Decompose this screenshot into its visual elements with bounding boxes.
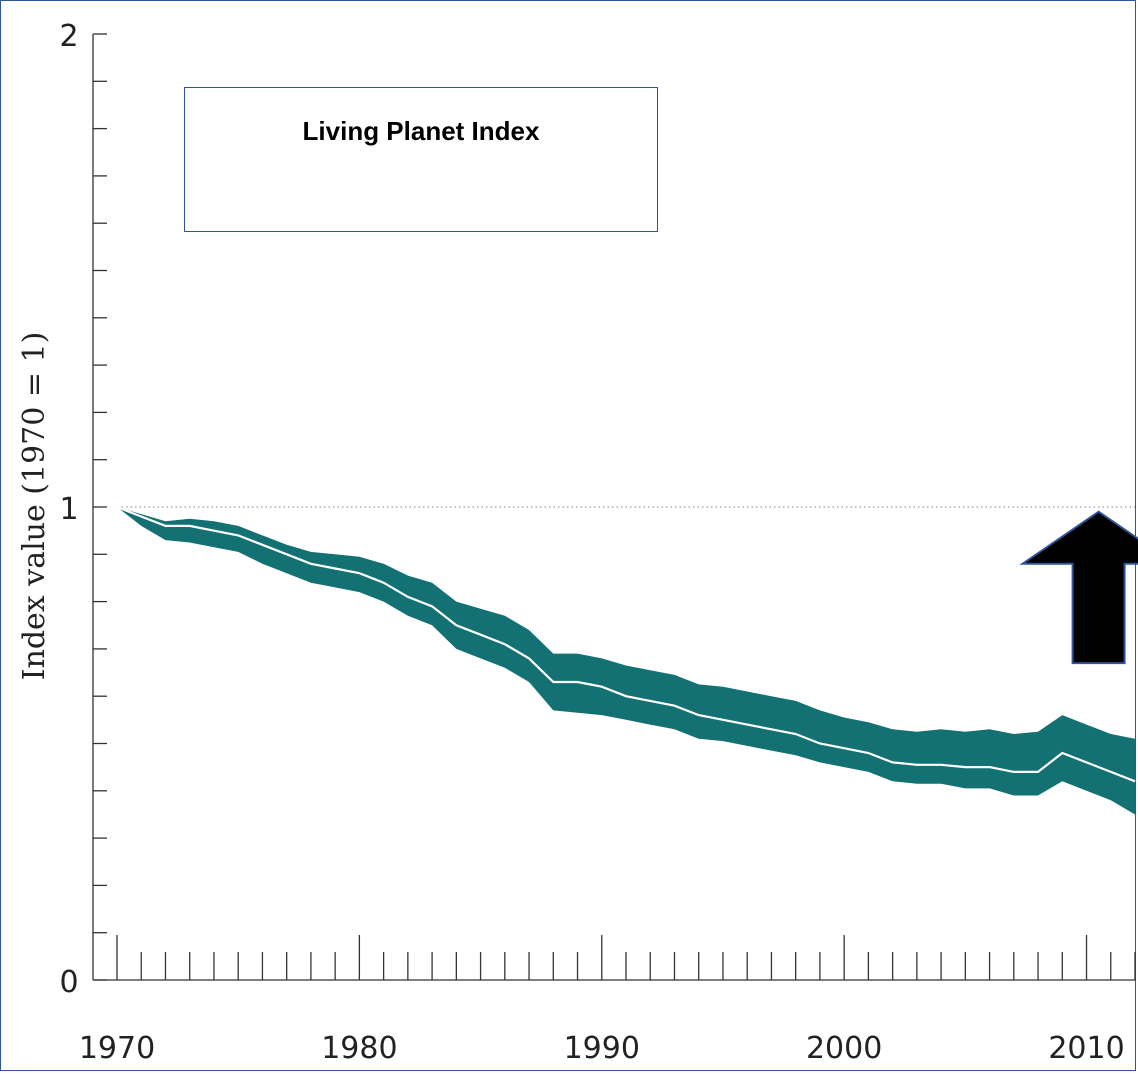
x-tick-label: 1970 — [79, 1031, 155, 1066]
y-tick-label: 1 — [59, 492, 78, 527]
y-axis-label: Index value (1970 = 1) — [17, 332, 52, 681]
x-tick-label: 2000 — [806, 1031, 882, 1066]
x-axis: 1970 1980 1990 2000 2010 — [79, 935, 1136, 1066]
legend-box: Living Planet Index — [184, 87, 658, 232]
up-arrow — [1019, 510, 1138, 665]
y-tick-label: 2 — [59, 19, 78, 54]
x-tick-label: 2010 — [1048, 1031, 1124, 1066]
confidence-band — [117, 507, 1135, 815]
x-tick-label: 1980 — [321, 1031, 397, 1066]
legend-title: Living Planet Index — [302, 116, 540, 146]
x-tick-label: 1990 — [564, 1031, 640, 1066]
annotation-layer — [1019, 510, 1138, 665]
index-line — [116, 505, 1136, 783]
y-axis: 0 1 2 — [59, 19, 107, 1000]
y-tick-label: 0 — [59, 965, 78, 1000]
